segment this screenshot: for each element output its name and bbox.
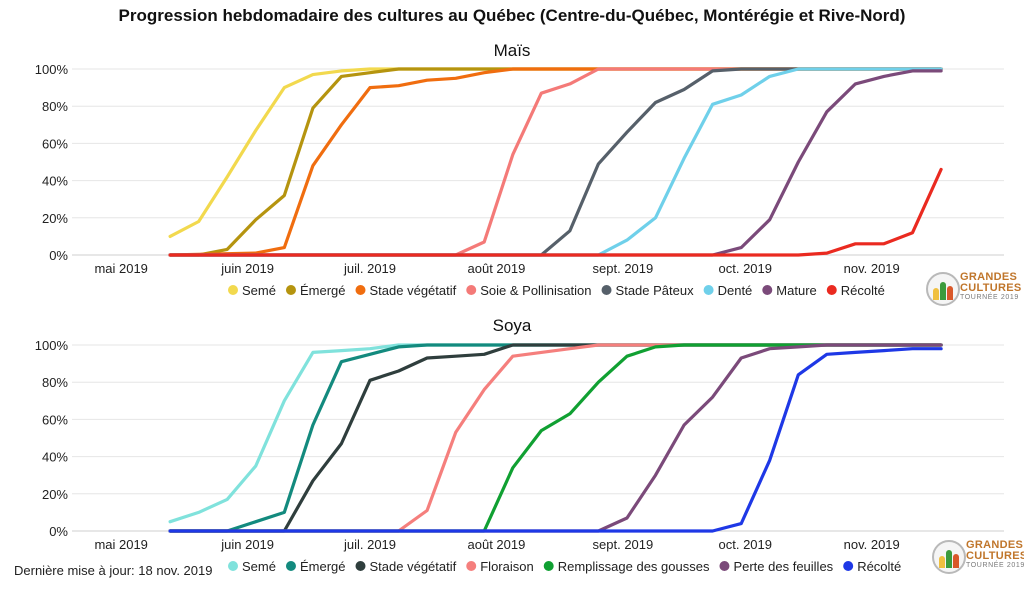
- legend-marker-floraison: [466, 561, 477, 571]
- series-line-stade-vegetatif: [168, 67, 943, 257]
- legend-marker-perte-des-feuilles: [719, 561, 730, 571]
- x-tick-label: nov. 2019: [844, 261, 900, 276]
- logo-line1: GRANDES: [960, 271, 1018, 283]
- legend-marker-soie-pollinisation: [466, 285, 477, 295]
- series-line-stade-vegetatif: [168, 343, 943, 533]
- mais-title: Maïs: [494, 41, 531, 60]
- x-tick-label: sept. 2019: [593, 537, 654, 552]
- x-tick-label: juin 2019: [220, 261, 274, 276]
- series-line-recolte: [168, 167, 943, 257]
- series-line-seme: [168, 67, 943, 238]
- y-tick-label: 60%: [42, 136, 68, 151]
- series-line-recolte: [168, 347, 943, 533]
- soya-title: Soya: [493, 316, 532, 335]
- x-tick-label: juil. 2019: [343, 537, 396, 552]
- legend-label-seme: Semé: [242, 559, 276, 574]
- series-line-seme: [168, 343, 943, 524]
- soya-legend: Semé Émergé Stade végétatif Floraison Rempli…: [228, 559, 901, 574]
- x-tick-label: nov. 2019: [844, 537, 900, 552]
- y-tick-label: 80%: [42, 375, 68, 390]
- logo-line3: TOURNÉE 2019: [960, 294, 1019, 301]
- y-tick-label: 100%: [35, 338, 69, 353]
- legend-label-soie-pollinisation: Soie & Pollinisation: [480, 283, 591, 298]
- logo-line1: GRANDES: [966, 539, 1024, 551]
- series-line-dente: [168, 67, 943, 257]
- grandes-cultures-logo-icon: [932, 540, 966, 574]
- x-tick-label: oct. 2019: [719, 261, 773, 276]
- series-line-floraison: [168, 343, 943, 533]
- grandes-cultures-logo-icon: [926, 272, 960, 306]
- legend-label-stade-vegetatif: Stade végétatif: [370, 283, 457, 298]
- y-tick-label: 40%: [42, 450, 68, 465]
- mais-legend: Semé Émergé Stade végétatif Soie & Pollinis…: [228, 283, 885, 298]
- legend-label-remplissage-des-gousses: Remplissage des gousses: [558, 559, 710, 574]
- x-tick-label: mai 2019: [94, 537, 147, 552]
- legend-marker-emerge: [285, 285, 296, 295]
- y-tick-label: 0%: [49, 248, 68, 263]
- x-tick-label: juin 2019: [220, 537, 274, 552]
- series-line-emerge: [168, 343, 943, 533]
- last-updated-note: Dernière mise à jour: 18 nov. 2019: [14, 563, 213, 578]
- series-line-remplissage-des-gousses: [168, 343, 943, 533]
- legend-marker-seme: [228, 285, 238, 295]
- series-line-emerge: [168, 67, 943, 257]
- legend-marker-mature: [762, 285, 773, 295]
- series-line-perte-des-feuilles: [168, 343, 943, 533]
- legend-marker-stade-vegetatif: [355, 285, 366, 295]
- legend-label-mature: Mature: [776, 283, 816, 298]
- legend-label-emerge: Émergé: [300, 283, 346, 298]
- legend-marker-stade-pateux: [601, 285, 612, 295]
- x-tick-label: août 2019: [468, 537, 526, 552]
- legend-marker-dente: [703, 285, 714, 295]
- y-tick-label: 0%: [49, 524, 68, 539]
- y-tick-label: 20%: [42, 211, 68, 226]
- legend-label-emerge: Émergé: [300, 559, 346, 574]
- legend-marker-emerge: [285, 561, 296, 571]
- x-tick-label: août 2019: [468, 261, 526, 276]
- legend-label-recolte: Récolté: [841, 283, 885, 298]
- legend-marker-recolte: [826, 285, 837, 295]
- mais-chart: Maïs 0% 20% 40% 60% 80% 100% mai 2019 juin 2019 j…: [35, 41, 1004, 298]
- legend-label-perte-des-feuilles: Perte des feuilles: [733, 559, 833, 574]
- legend-label-seme: Semé: [242, 283, 276, 298]
- x-tick-label: oct. 2019: [719, 537, 773, 552]
- logo-line2: CULTURES: [960, 282, 1022, 294]
- series-line-mature: [168, 69, 943, 257]
- logo-line2: CULTURES: [966, 550, 1024, 562]
- grandes-cultures-logo-top: GRANDES CULTURES TOURNÉE 2019: [926, 270, 1022, 306]
- legend-marker-seme: [228, 561, 238, 571]
- legend-marker-remplissage-des-gousses: [543, 561, 554, 571]
- x-tick-label: mai 2019: [94, 261, 147, 276]
- legend-marker-stade-vegetatif: [355, 561, 366, 571]
- legend-label-stade-vegetatif: Stade végétatif: [370, 559, 457, 574]
- legend-label-stade-pateux: Stade Pâteux: [616, 283, 695, 298]
- series-line-stade-pateux: [168, 67, 943, 257]
- legend-label-dente: Denté: [718, 283, 753, 298]
- y-tick-label: 100%: [35, 62, 69, 77]
- grandes-cultures-logo-bottom: GRANDES CULTURES TOURNÉE 2019: [932, 538, 1024, 574]
- series-line-soie-pollinisation: [168, 67, 943, 257]
- y-tick-label: 80%: [42, 99, 68, 114]
- legend-label-floraison: Floraison: [480, 559, 533, 574]
- y-tick-label: 40%: [42, 174, 68, 189]
- x-tick-label: sept. 2019: [593, 261, 654, 276]
- main-title: Progression hebdomadaire des cultures au…: [118, 6, 906, 25]
- y-tick-label: 20%: [42, 487, 68, 502]
- y-tick-label: 60%: [42, 412, 68, 427]
- legend-label-recolte: Récolté: [857, 559, 901, 574]
- legend-marker-recolte: [843, 561, 854, 571]
- x-tick-label: juil. 2019: [343, 261, 396, 276]
- soya-chart: Soya 0% 20% 40% 60% 80% 100% mai 2019 juin 2019 j…: [35, 316, 1004, 574]
- logo-line3: TOURNÉE 2019: [966, 562, 1024, 569]
